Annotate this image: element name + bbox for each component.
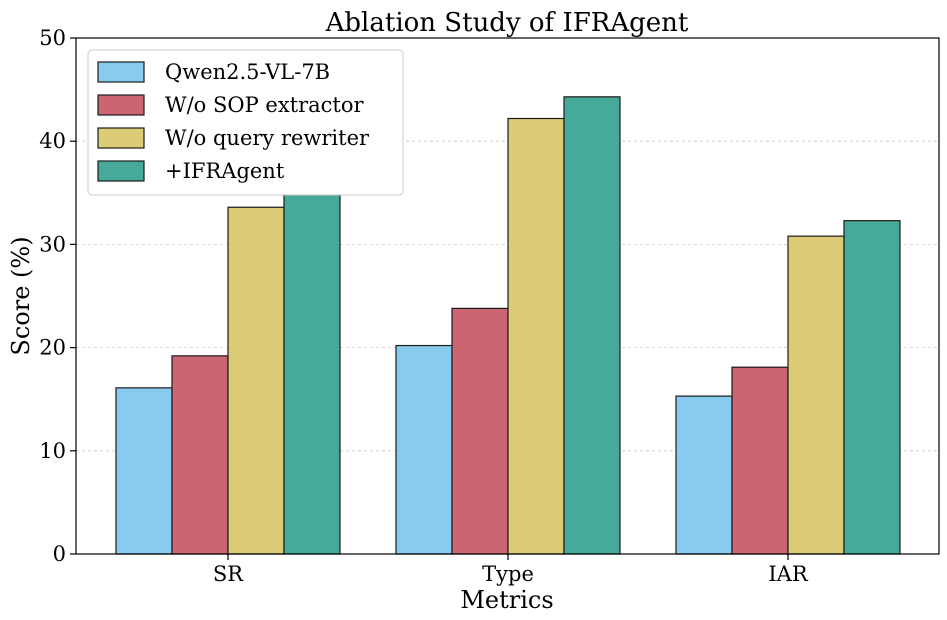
bar-type-series-2 [451,307,509,555]
legend-label: +IFRAgent [165,159,285,183]
x-axis-ticks: SR Type IAR [213,554,809,586]
y-axis-label: Score (%) [7,236,35,355]
bars [115,96,901,555]
bar-iar-series-2 [731,366,789,555]
legend: Qwen2.5-VL-7B W/o SOP extractor W/o query … [87,49,404,196]
x-tick-label: Type [482,562,534,586]
y-axis-ticks: 0 10 20 30 40 50 [39,26,76,566]
bar-iar-series-1 [675,395,733,555]
y-tick-label: 40 [39,129,66,153]
chart-title: Ablation Study of IFRAgent [325,8,689,38]
bar-type-series-1 [395,344,453,555]
legend-swatch [97,94,145,116]
bar-type-series-3 [507,117,565,555]
legend-swatch [97,127,145,149]
y-tick-label: 30 [39,232,66,256]
bar-iar-series-4 [843,220,901,555]
y-tick-label: 10 [39,439,66,463]
y-tick-label: 20 [39,336,66,360]
x-axis-label: Metrics [460,586,553,614]
bar-iar-series-3 [787,235,845,555]
legend-label: W/o SOP extractor [165,93,364,117]
y-tick-label: 50 [39,26,66,50]
bar-sr-series-2 [171,355,229,555]
x-tick-label: SR [213,562,244,586]
legend-box [87,49,404,196]
bar-sr-series-1 [115,387,173,555]
legend-label: W/o query rewriter [165,126,370,150]
x-tick-label: IAR [768,562,808,586]
bar-sr-series-3 [227,206,285,555]
y-tick-label: 0 [53,542,66,566]
legend-swatch [97,61,145,83]
legend-swatch [97,160,145,182]
legend-label: Qwen2.5-VL-7B [165,60,330,84]
bar-sr-series-4 [283,194,341,555]
bar-type-series-4 [563,96,621,555]
